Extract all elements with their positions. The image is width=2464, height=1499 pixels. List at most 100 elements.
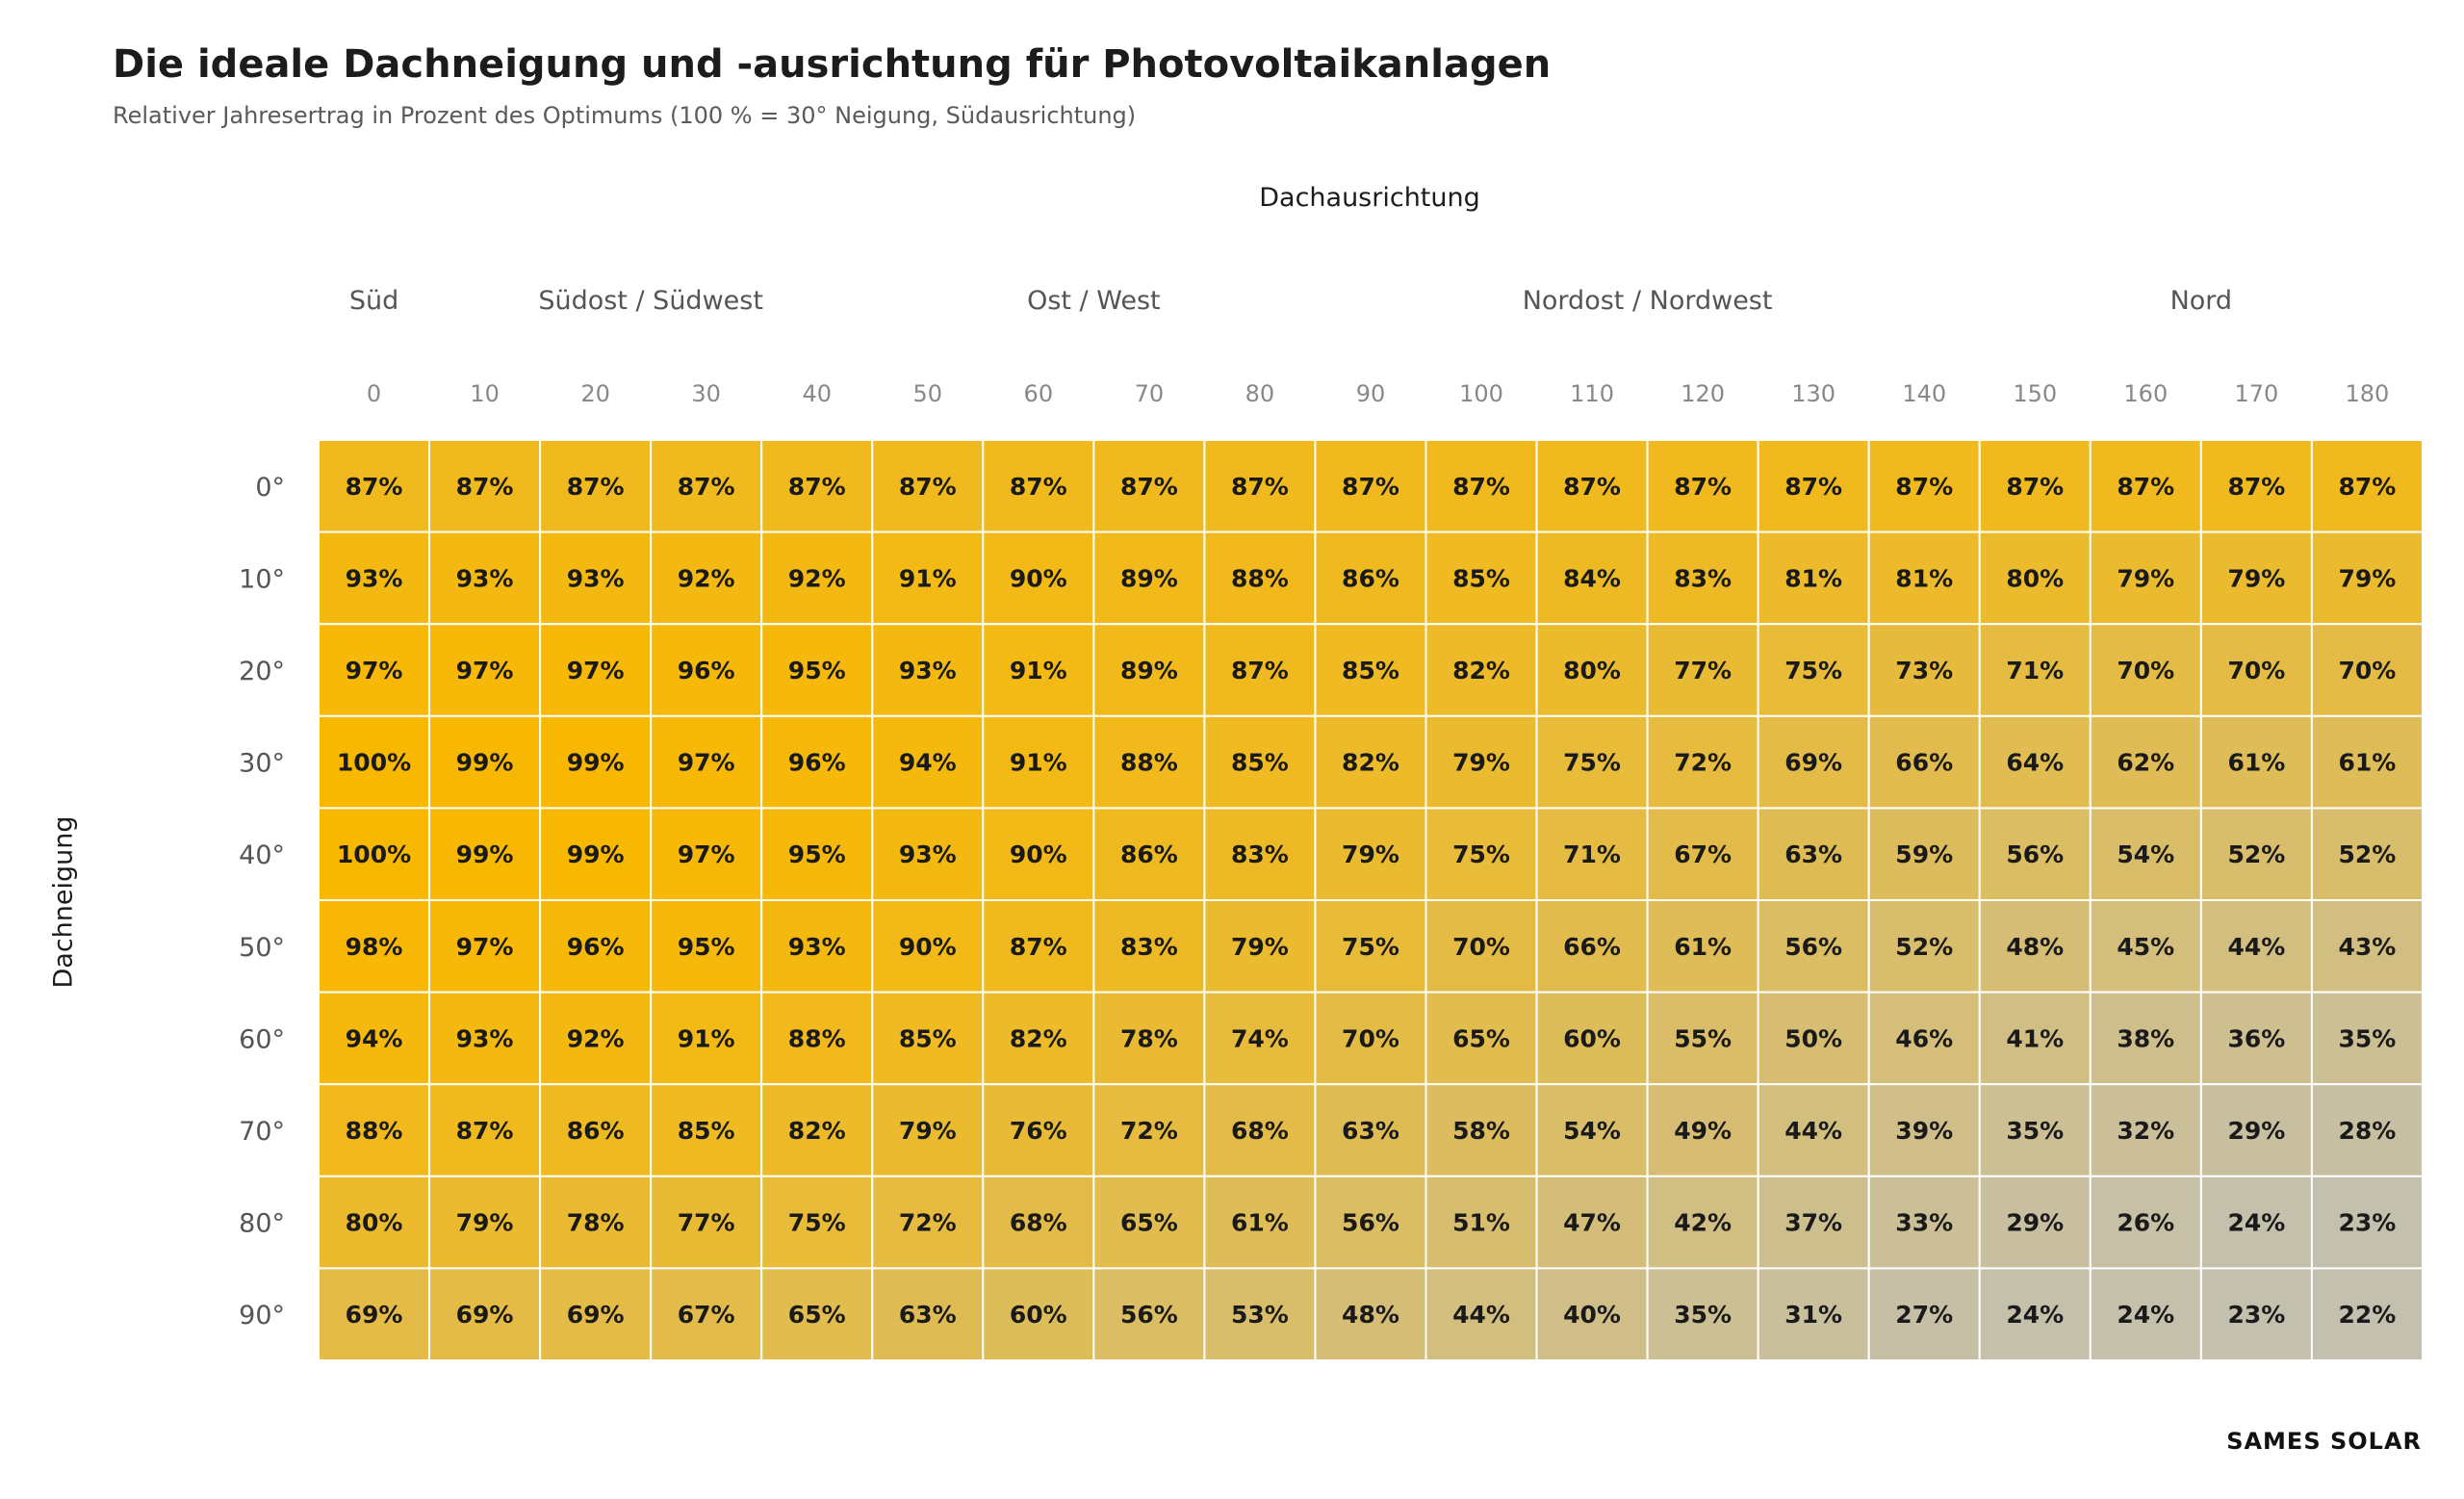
heatmap-cell: [1535, 991, 1649, 1086]
heatmap-cell: [1092, 1083, 1206, 1177]
cell-value-label: 35%: [2006, 1117, 2064, 1145]
heatmap-cell: [1424, 807, 1538, 902]
cell-value-label: 87%: [567, 473, 625, 501]
cell-value-label: 79%: [1231, 933, 1289, 961]
cell-value-label: 97%: [567, 657, 625, 685]
cell-value-label: 23%: [2227, 1301, 2285, 1329]
cell-value-label: 81%: [1895, 564, 1953, 592]
heatmap-cell: [1757, 899, 1870, 994]
cell-value-label: 87%: [678, 473, 735, 501]
cell-value-label: 97%: [346, 657, 403, 685]
cell-value-label: 94%: [346, 1024, 403, 1052]
cell-value-label: 59%: [1895, 840, 1953, 868]
chart-subtitle: Relativer Jahresertrag in Prozent des Op…: [113, 102, 1137, 129]
heatmap-cell: [539, 1083, 653, 1177]
heatmap-cell: [1092, 991, 1206, 1086]
cell-value-label: 100%: [337, 749, 411, 777]
cell-value-label: 69%: [346, 1301, 403, 1329]
y-tick-label: 20°: [239, 657, 285, 686]
heatmap-cell: [2199, 439, 2313, 533]
heatmap-cell: [2199, 714, 2313, 810]
cell-value-label: 94%: [899, 749, 957, 777]
cell-value-label: 87%: [1342, 473, 1399, 501]
cell-value-label: 56%: [1120, 1301, 1178, 1329]
x-tick-label: 150: [2013, 380, 2057, 407]
heatmap-cell: [2199, 1267, 2313, 1362]
cell-value-label: 78%: [1120, 1024, 1178, 1052]
cell-value-label: 99%: [567, 749, 625, 777]
cell-value-label: 79%: [1452, 749, 1510, 777]
cell-value-label: 71%: [1563, 840, 1621, 868]
cell-value-label: 74%: [1231, 1024, 1289, 1052]
heatmap-cell: [2089, 991, 2202, 1086]
heatmap-cell: [1757, 714, 1870, 810]
cell-value-label: 33%: [1895, 1209, 1953, 1237]
cell-value-label: 93%: [899, 657, 957, 685]
cell-value-label: 52%: [2339, 840, 2397, 868]
heatmap-cell: [1424, 714, 1538, 810]
heatmap-cell: [760, 530, 874, 626]
cell-value-label: 69%: [567, 1301, 625, 1329]
cell-value-label: 96%: [788, 749, 846, 777]
heatmap-cell: [1203, 439, 1317, 533]
cell-value-label: 29%: [2227, 1117, 2285, 1145]
heatmap-cell: [1424, 1175, 1538, 1270]
heatmap-cell: [1092, 899, 1206, 994]
cell-value-label: 87%: [346, 473, 403, 501]
heatmap-cell: [1314, 714, 1427, 810]
heatmap-cell: [2310, 899, 2424, 994]
heatmap-cell: [1203, 530, 1317, 626]
heatmap-cell: [1646, 623, 1759, 717]
cell-value-label: 93%: [456, 564, 514, 592]
cell-value-label: 73%: [1895, 657, 1953, 685]
cell-value-label: 45%: [2117, 933, 2174, 961]
heatmap-cell: [539, 991, 653, 1086]
cell-value-label: 79%: [2339, 564, 2397, 592]
heatmap-cell: [2199, 899, 2313, 994]
heatmap-cell: [2199, 1083, 2313, 1177]
heatmap-cell: [428, 1267, 542, 1362]
heatmap-cell: [1535, 714, 1649, 810]
cell-value-label: 61%: [1674, 933, 1732, 961]
heatmap-cell: [982, 714, 1095, 810]
cell-value-label: 60%: [1010, 1301, 1067, 1329]
heatmap-cell: [1646, 1267, 1759, 1362]
cell-value-label: 80%: [2006, 564, 2064, 592]
heatmap-cell: [1646, 439, 1759, 533]
cell-value-label: 95%: [788, 657, 846, 685]
cell-value-label: 92%: [678, 564, 735, 592]
cell-value-label: 47%: [1563, 1209, 1621, 1237]
cell-value-label: 95%: [678, 933, 735, 961]
heatmap-cell: [871, 530, 985, 626]
heatmap-cell: [871, 1175, 985, 1270]
cell-value-label: 85%: [1342, 657, 1399, 685]
cell-value-label: 87%: [2006, 473, 2064, 501]
y-tick-label: 30°: [239, 749, 285, 779]
heatmap-cell: [318, 991, 431, 1086]
heatmap-cell: [1314, 1083, 1427, 1177]
cell-value-label: 99%: [456, 840, 514, 868]
cell-value-label: 91%: [899, 564, 957, 592]
cell-value-label: 89%: [1120, 657, 1178, 685]
cell-value-label: 98%: [346, 933, 403, 961]
heatmap-cell: [428, 1175, 542, 1270]
cell-value-label: 86%: [1120, 840, 1178, 868]
heatmap-cell: [871, 991, 985, 1086]
heatmap-cell: [1424, 1267, 1538, 1362]
cell-value-label: 64%: [2006, 749, 2064, 777]
heatmap-cell: [2310, 439, 2424, 533]
cell-value-label: 86%: [1342, 564, 1399, 592]
heatmap-cell: [871, 439, 985, 533]
heatmap-cell: [1535, 623, 1649, 717]
cell-value-label: 22%: [2339, 1301, 2397, 1329]
cell-value-label: 42%: [1674, 1209, 1732, 1237]
cell-value-label: 75%: [788, 1209, 846, 1237]
heatmap-cell: [428, 991, 542, 1086]
heatmap-cell: [1092, 807, 1206, 902]
cell-value-label: 54%: [1563, 1117, 1621, 1145]
cell-value-label: 68%: [1010, 1209, 1067, 1237]
heatmap-cell: [1867, 714, 1981, 810]
heatmap-cell: [650, 1267, 763, 1362]
cell-value-label: 88%: [788, 1024, 846, 1052]
cell-value-label: 79%: [2117, 564, 2174, 592]
